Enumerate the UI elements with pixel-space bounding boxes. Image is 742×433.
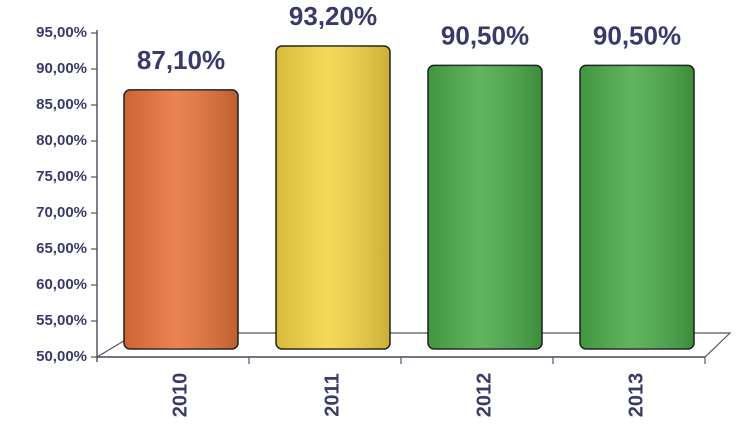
y-tick-label: 55,00% (36, 312, 87, 329)
value-label: 90,50% (441, 20, 529, 50)
x-tick-label: 2013 (625, 373, 647, 418)
x-tick-label: 2011 (321, 373, 343, 416)
bar-shade (580, 65, 694, 350)
y-tick-label: 60,00% (36, 276, 87, 293)
y-tick-label: 80,00% (36, 132, 87, 149)
bar-shade (276, 45, 390, 350)
bar-shade (124, 89, 238, 349)
value-label: 93,20% (289, 1, 377, 31)
y-tick-label: 90,00% (36, 60, 87, 77)
y-tick-label: 50,00% (36, 348, 87, 365)
y-tick-label: 95,00% (36, 24, 87, 41)
y-tick-label: 85,00% (36, 96, 87, 113)
x-tick-label: 2012 (473, 373, 495, 418)
y-tick-label: 65,00% (36, 240, 87, 257)
y-tick-label: 70,00% (36, 204, 87, 221)
x-tick-label: 2010 (169, 373, 191, 418)
bar-shade (428, 65, 542, 350)
y-tick-label: 75,00% (36, 168, 87, 185)
value-label: 90,50% (593, 20, 681, 50)
value-label: 87,10% (137, 45, 225, 75)
